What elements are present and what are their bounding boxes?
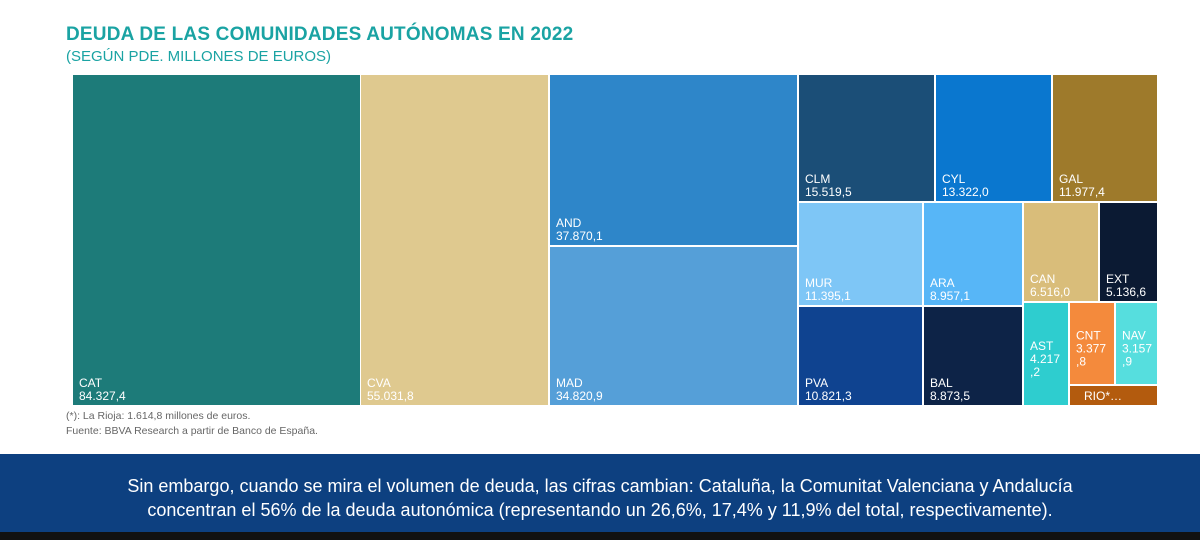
- bottom-bar: [0, 532, 1200, 540]
- treemap-label-can: CAN: [1030, 272, 1055, 286]
- treemap-label-mad: MAD: [556, 376, 583, 390]
- treemap-rect-ext: [1100, 203, 1157, 301]
- treemap-value-cva: 55.031,8: [367, 389, 414, 403]
- treemap-label-pva: PVA: [805, 376, 828, 390]
- treemap-value-nav: 3.157: [1122, 342, 1152, 356]
- treemap-label-rio: RIO*…: [1084, 389, 1122, 403]
- treemap-label-cyl: CYL: [942, 172, 966, 186]
- treemap-label-ast: AST: [1030, 339, 1054, 353]
- treemap-rect-cnt: [1070, 303, 1114, 384]
- treemap-rect-nav: [1116, 303, 1157, 384]
- treemap-value-clm: 15.519,5: [805, 185, 852, 199]
- treemap-value-cont-cnt: ,8: [1076, 355, 1086, 369]
- treemap-value-and: 37.870,1: [556, 229, 603, 243]
- treemap-rect-and: [550, 75, 797, 245]
- treemap-value-can: 6.516,0: [1030, 285, 1070, 299]
- treemap-value-bal: 8.873,5: [930, 389, 970, 403]
- treemap-label-nav: NAV: [1122, 329, 1146, 343]
- treemap-label-gal: GAL: [1059, 172, 1083, 186]
- summary-banner: Sin embargo, cuando se mira el volumen d…: [0, 454, 1200, 532]
- treemap-rect-can: [1024, 203, 1098, 301]
- treemap-rect-mad: [550, 247, 797, 405]
- treemap-value-mad: 34.820,9: [556, 389, 603, 403]
- treemap-label-mur: MUR: [805, 276, 833, 290]
- treemap-label-cva: CVA: [367, 376, 391, 390]
- treemap-label-ext: EXT: [1106, 272, 1130, 286]
- treemap-value-cyl: 13.322,0: [942, 185, 989, 199]
- treemap-label-bal: BAL: [930, 376, 953, 390]
- treemap-value-cnt: 3.377: [1076, 342, 1106, 356]
- treemap-rect-bal: [924, 307, 1022, 405]
- summary-line-1: Sin embargo, cuando se mira el volumen d…: [127, 476, 1073, 496]
- treemap-value-cont-nav: ,9: [1122, 355, 1132, 369]
- footnote-source: Fuente: BBVA Research a partir de Banco …: [66, 425, 318, 437]
- chart-subtitle: (SEGÚN PDE. MILLONES DE EUROS): [66, 48, 332, 65]
- treemap-rect-gal: [1053, 75, 1157, 201]
- treemap-rect-ara: [924, 203, 1022, 305]
- treemap-value-ast: 4.217: [1030, 352, 1060, 366]
- treemap-label-and: AND: [556, 216, 582, 230]
- treemap-label-cnt: CNT: [1076, 329, 1101, 343]
- treemap-value-mur: 11.395,1: [805, 289, 851, 303]
- treemap-label-cat: CAT: [79, 376, 103, 390]
- treemap-value-ext: 5.136,6: [1106, 285, 1146, 299]
- summary-line-2: concentran el 56% de la deuda autonómica…: [147, 500, 1053, 520]
- footnote-rioja: (*): La Rioja: 1.614,8 millones de euros…: [66, 410, 251, 422]
- treemap-value-gal: 11.977,4: [1059, 185, 1105, 199]
- treemap-label-ara: ARA: [930, 276, 955, 290]
- treemap-value-cat: 84.327,4: [79, 389, 126, 403]
- treemap-rect-cat: [73, 75, 360, 405]
- treemap-rect-rio: [1070, 386, 1157, 405]
- treemap-cell-rio: RIO*…: [1070, 386, 1157, 405]
- treemap-rect-cva: [361, 75, 548, 405]
- treemap-rect-ast: [1024, 303, 1068, 405]
- chart-title: DEUDA DE LAS COMUNIDADES AUTÓNOMAS EN 20…: [66, 24, 574, 45]
- treemap-rect-pva: [799, 307, 922, 405]
- treemap-label-clm: CLM: [805, 172, 830, 186]
- treemap-value-cont-ast: ,2: [1030, 365, 1040, 379]
- treemap-rect-clm: [799, 75, 934, 201]
- treemap-value-ara: 8.957,1: [930, 289, 970, 303]
- treemap-value-pva: 10.821,3: [805, 389, 852, 403]
- treemap-rect-mur: [799, 203, 922, 305]
- treemap-rect-cyl: [936, 75, 1051, 201]
